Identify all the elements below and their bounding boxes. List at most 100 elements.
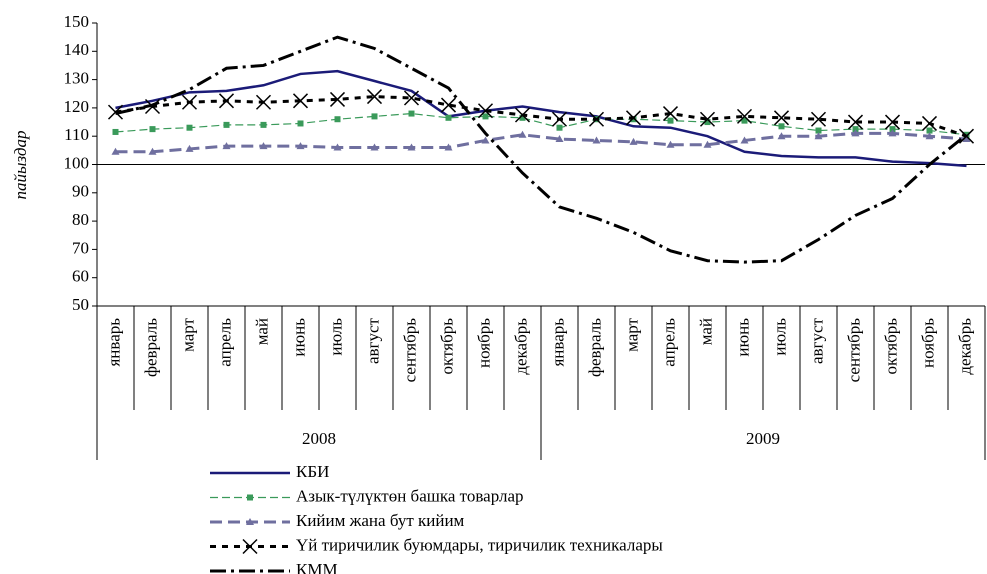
x-tick-label: август	[807, 317, 826, 364]
marker	[699, 111, 716, 127]
marker	[477, 103, 494, 119]
group-label: 2009	[746, 429, 780, 448]
marker	[588, 111, 605, 127]
marker	[246, 518, 254, 525]
series	[111, 129, 971, 155]
y-tick-label: 60	[72, 267, 89, 286]
marker	[223, 121, 230, 128]
y-tick-label: 140	[64, 40, 90, 59]
x-tick-label: май	[252, 318, 271, 345]
marker	[962, 135, 971, 143]
marker	[297, 120, 304, 127]
marker	[371, 113, 378, 120]
x-tick-label: июль	[326, 318, 345, 356]
series-line	[115, 95, 967, 138]
marker	[810, 111, 827, 127]
x-tick-label: февраль	[585, 318, 604, 377]
y-tick-label: 100	[64, 153, 90, 172]
series-line	[115, 35, 968, 264]
marker	[736, 108, 753, 124]
marker	[884, 114, 901, 130]
marker	[366, 89, 383, 105]
x-tick-label: ноябрь	[474, 318, 493, 368]
x-tick-label: февраль	[141, 318, 160, 377]
y-tick-label: 130	[64, 69, 90, 88]
y-tick-label: 80	[72, 210, 89, 229]
group-label: 2008	[302, 429, 336, 448]
x-tick-label: сентябрь	[400, 318, 419, 383]
marker	[815, 127, 822, 134]
marker	[556, 124, 563, 131]
y-tick-label: 50	[72, 295, 89, 314]
marker	[481, 136, 490, 144]
marker	[921, 115, 938, 131]
marker	[551, 111, 568, 127]
marker	[292, 93, 309, 109]
marker	[662, 106, 679, 122]
marker	[222, 142, 231, 150]
marker	[186, 124, 193, 131]
x-tick-label: ноябрь	[918, 318, 937, 368]
marker	[625, 110, 642, 126]
marker	[666, 140, 675, 148]
series-line	[115, 131, 967, 154]
marker	[185, 144, 194, 152]
marker	[408, 110, 415, 117]
marker	[514, 107, 531, 123]
marker	[403, 90, 420, 106]
marker	[296, 142, 305, 150]
y-tick-label: 110	[64, 125, 89, 144]
marker	[852, 126, 859, 133]
marker	[703, 140, 712, 148]
marker	[777, 132, 786, 140]
y-axis-label: пайыздар	[11, 130, 30, 199]
marker	[111, 147, 120, 155]
marker	[778, 123, 785, 130]
x-tick-label: август	[363, 317, 382, 364]
marker	[741, 117, 748, 124]
marker	[370, 143, 379, 151]
series	[107, 89, 975, 144]
marker	[259, 142, 268, 150]
marker	[629, 137, 638, 145]
y-tick-label: 90	[72, 182, 89, 201]
marker	[518, 130, 527, 138]
x-tick-label: апрель	[215, 318, 234, 367]
x-tick-label: сентябрь	[844, 318, 863, 383]
marker	[592, 136, 601, 144]
marker	[148, 147, 157, 155]
x-tick-label: апрель	[659, 318, 678, 367]
y-tick-label: 120	[64, 97, 90, 116]
marker	[888, 129, 897, 137]
legend-label: Кийим жана бут кийим	[296, 511, 465, 530]
marker	[926, 127, 933, 134]
x-tick-label: декабрь	[955, 318, 974, 375]
marker	[255, 94, 272, 110]
x-tick-label: март	[622, 317, 641, 351]
marker	[482, 113, 489, 120]
x-tick-label: март	[178, 317, 197, 351]
marker	[814, 132, 823, 140]
legend-label: КММ	[296, 560, 338, 574]
marker	[181, 94, 198, 110]
marker	[333, 143, 342, 151]
x-tick-label: январь	[548, 318, 567, 367]
y-tick-label: 150	[64, 12, 90, 31]
x-tick-label: июнь	[733, 318, 752, 357]
marker	[440, 97, 457, 113]
marker	[847, 114, 864, 130]
series-line	[115, 112, 967, 136]
marker	[218, 93, 235, 109]
legend-label: Азык-түлүктөн башка товарлар	[296, 486, 524, 505]
marker	[149, 126, 156, 133]
marker	[407, 143, 416, 151]
y-tick-label: 70	[72, 238, 89, 257]
x-tick-label: декабрь	[511, 318, 530, 375]
marker	[851, 129, 860, 137]
series-line	[115, 69, 967, 168]
legend-label: Үй тиричилик буюмдары, тиричилик техника…	[296, 535, 663, 554]
marker	[329, 91, 346, 107]
marker	[444, 143, 453, 151]
marker	[740, 136, 749, 144]
